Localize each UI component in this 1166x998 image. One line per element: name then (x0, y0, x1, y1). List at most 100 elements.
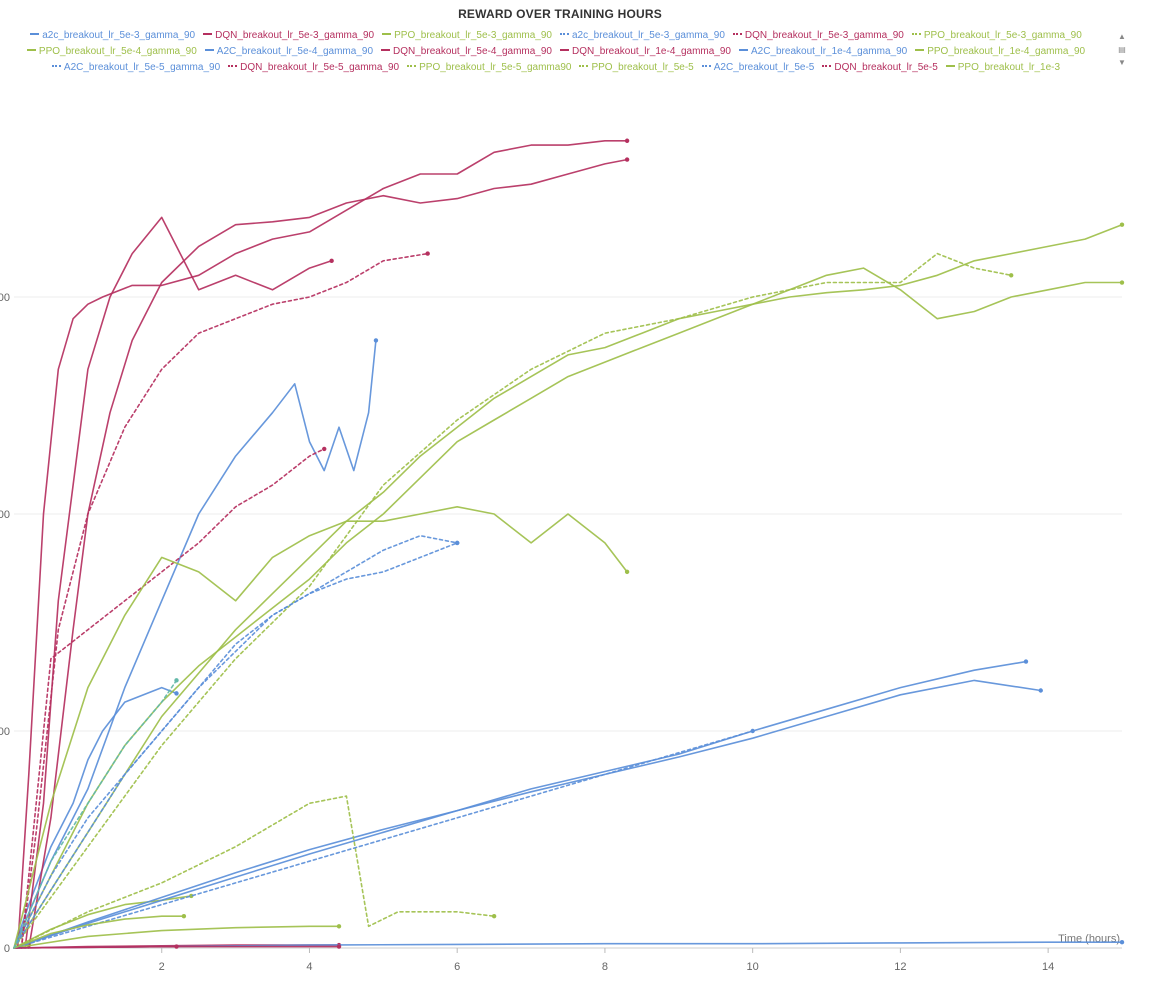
legend-swatch (945, 65, 955, 68)
legend-label: DQN_breakout_lr_5e-5 (834, 62, 938, 73)
series-line-17 (20, 252, 429, 949)
series-line-0 (13, 686, 178, 949)
legend-item[interactable]: PPO_breakout_lr_5e-5 (579, 60, 694, 74)
legend-swatch (204, 49, 214, 52)
series-line-16 (13, 730, 754, 949)
legend-label: PPO_breakout_lr_1e-3 (957, 62, 1061, 73)
legend-swatch (228, 65, 238, 68)
legend-item[interactable]: DQN_breakout_lr_5e-3_gamma_90 (732, 28, 904, 44)
series-endpoint-13 (322, 446, 327, 452)
legend-swatch (382, 33, 392, 36)
series-line-20 (13, 542, 459, 949)
legend-swatch (822, 65, 832, 68)
series-line-24 (13, 945, 178, 949)
series-line-8 (27, 158, 628, 949)
legend-label: PPO_breakout_lr_5e-5 (591, 62, 694, 73)
series-endpoint-15 (1009, 273, 1014, 278)
legend-label: DQN_breakout_lr_5e-5_gamma_90 (240, 62, 400, 73)
legend-swatch (732, 33, 742, 36)
series-line-26 (13, 915, 185, 949)
series-line-25 (13, 679, 1042, 949)
legend-label: PPO_breakout_lr_5e-3_gamma_90 (923, 30, 1082, 41)
series-endpoint-27 (174, 678, 179, 683)
legend-swatch (701, 65, 711, 68)
x-axis-label: Time (hours) (1058, 933, 1120, 945)
x-tick-label: 14 (1042, 961, 1054, 973)
series-endpoint-11 (1119, 222, 1125, 227)
y-tick-label: 00 (0, 509, 10, 521)
legend-item[interactable]: A2C_breakout_lr_5e-5 (701, 60, 815, 74)
legend-label: A2C_breakout_lr_5e-5 (713, 62, 815, 73)
legend-label: DQN_breakout_lr_1e-4_gamma_90 (572, 46, 731, 57)
series-endpoint-21 (1119, 940, 1125, 945)
legend-item[interactable]: A2C_breakout_lr_5e-4_gamma_90 (204, 44, 374, 60)
series-line-18 (13, 925, 340, 949)
series-line-9 (16, 140, 628, 949)
series-line-13 (20, 448, 326, 949)
series-endpoint-18 (336, 924, 342, 929)
legend-label: A2C_breakout_lr_5e-4_gamma_90 (216, 46, 374, 57)
legend-item[interactable]: DQN_breakout_lr_5e-3_gamma_90 (203, 28, 374, 44)
legend-item[interactable]: A2C_breakout_lr_1e-4_gamma_90 (738, 44, 907, 60)
legend-label: a2c_breakout_lr_5e-3_gamma_90 (42, 30, 196, 41)
legend-item[interactable]: DQN_breakout_lr_1e-4_gamma_90 (560, 44, 731, 60)
x-tick-label: 6 (454, 961, 460, 973)
series-line-14 (13, 795, 495, 949)
legend-label: PPO_breakout_lr_1e-4_gamma_90 (927, 46, 1086, 57)
series-line-12 (13, 534, 459, 949)
series-endpoint-16 (750, 728, 755, 734)
series-line-27 (13, 679, 178, 949)
series-endpoint-0 (174, 691, 179, 696)
legend: a2c_breakout_lr_5e-3_gamma_90 DQN_breakou… (0, 28, 1116, 74)
x-tick-label: 12 (894, 961, 906, 973)
legend-item[interactable]: A2C_breakout_lr_5e-5_gamma_90 (51, 60, 220, 74)
series-line-15 (13, 252, 1013, 949)
y-tick-label: 0 (4, 943, 10, 955)
scroll-up-icon[interactable]: ▲ (1118, 32, 1126, 41)
x-tick-label: 4 (306, 961, 312, 973)
series-endpoint-8 (624, 157, 630, 162)
series-endpoint-14 (491, 913, 497, 919)
series-line-11 (13, 223, 1123, 949)
series-endpoint-7 (1023, 659, 1029, 664)
scroll-thumb[interactable]: ▤ (1118, 45, 1126, 54)
scroll-down-icon[interactable]: ▼ (1118, 58, 1126, 67)
legend-label: DQN_breakout_lr_5e-3_gamma_90 (215, 30, 375, 41)
legend-swatch (26, 49, 36, 52)
y-tick-label: 00 (0, 292, 10, 304)
series-endpoint-10 (373, 338, 379, 343)
x-tick-label: 8 (602, 961, 608, 973)
legend-item[interactable]: PPO_breakout_lr_1e-3 (945, 60, 1061, 74)
legend-swatch (381, 49, 391, 52)
legend-label: PPO_breakout_lr_5e-3_gamma_90 (394, 30, 552, 41)
legend-item[interactable]: DQN_breakout_lr_5e-5_gamma_90 (228, 60, 399, 74)
legend-swatch (579, 65, 589, 68)
series-endpoint-20 (455, 540, 460, 546)
series-endpoint-17 (425, 251, 430, 256)
series-endpoint-23 (336, 944, 342, 949)
legend-item[interactable]: DQN_breakout_lr_5e-4_gamma_90 (381, 44, 552, 60)
legend-item[interactable]: PPO_breakout_lr_5e-4_gamma_90 (26, 44, 197, 60)
series-endpoint-1 (329, 258, 334, 264)
legend-label: PPO_breakout_lr_5e-5_gamma90 (419, 62, 572, 73)
legend-item[interactable]: PPO_breakout_lr_5e-5_gamma90 (407, 60, 571, 74)
legend-item[interactable]: DQN_breakout_lr_5e-5 (822, 60, 938, 74)
legend-item[interactable]: PPO_breakout_lr_1e-4_gamma_90 (915, 44, 1085, 60)
series-line-7 (13, 660, 1027, 949)
legend-swatch (911, 33, 921, 36)
series-line-10 (13, 339, 377, 949)
legend-item[interactable]: PPO_breakout_lr_5e-3_gamma_90 (382, 28, 552, 44)
legend-swatch (203, 33, 213, 36)
legend-item[interactable]: a2c_breakout_lr_5e-3_gamma_90 (30, 28, 195, 44)
legend-label: DQN_breakout_lr_5e-4_gamma_90 (393, 46, 552, 57)
legend-item[interactable]: PPO_breakout_lr_5e-3_gamma_90 (911, 28, 1082, 44)
chart-title: REWARD OVER TRAINING HOURS (458, 7, 662, 21)
series-endpoint-25 (1038, 688, 1043, 693)
legend-item[interactable]: a2c_breakout_lr_5e-3_gamma_90 (560, 28, 725, 44)
legend-scrollbar[interactable]: ▲ ▤ ▼ (1116, 30, 1128, 70)
series-endpoint-22 (624, 569, 630, 575)
legend-swatch (30, 33, 40, 36)
legend-swatch (915, 49, 925, 52)
series-line-6 (13, 267, 1123, 949)
